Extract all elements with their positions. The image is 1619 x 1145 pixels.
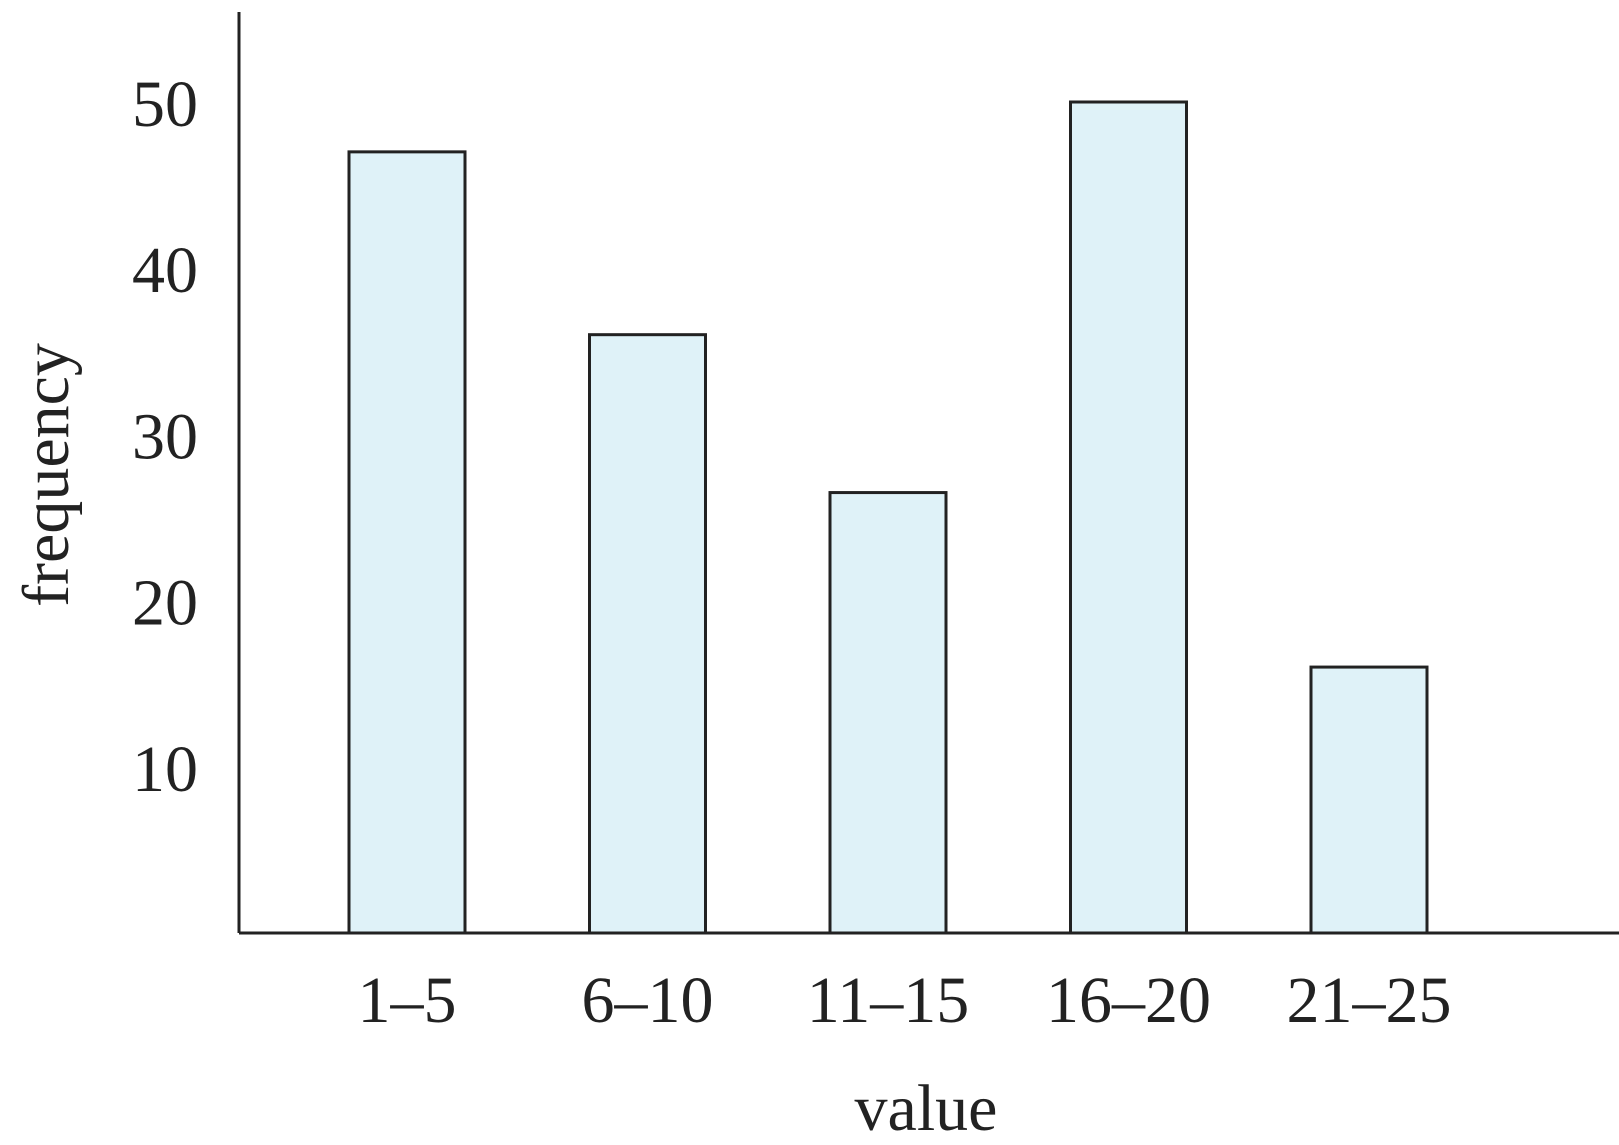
y-tick-label: 30 <box>132 400 198 473</box>
y-tick-label: 20 <box>132 567 198 640</box>
bar-2 <box>588 333 707 935</box>
bar-4 <box>1069 100 1188 935</box>
bar-5 <box>1309 665 1429 935</box>
x-tick-label: 11–15 <box>807 964 970 1037</box>
y-tick-label: 10 <box>132 733 198 806</box>
x-axis-title: value <box>855 1072 998 1140</box>
y-axis-title: frequency <box>10 343 83 607</box>
bars-group <box>347 100 1429 935</box>
y-tick-label: 50 <box>132 68 198 141</box>
y-tick-label: 40 <box>132 234 198 307</box>
x-tick-label: 6–10 <box>582 964 714 1037</box>
bar-3 <box>828 491 948 935</box>
x-tick-label: 1–5 <box>358 964 457 1037</box>
x-tick-labels: 1–5 6–10 11–15 16–20 21–25 <box>358 964 1452 1037</box>
bar-1 <box>347 150 467 935</box>
x-tick-label: 21–25 <box>1287 964 1452 1037</box>
x-tick-label: 16–20 <box>1046 964 1211 1037</box>
y-tick-labels: 10 20 30 40 50 <box>132 68 198 806</box>
